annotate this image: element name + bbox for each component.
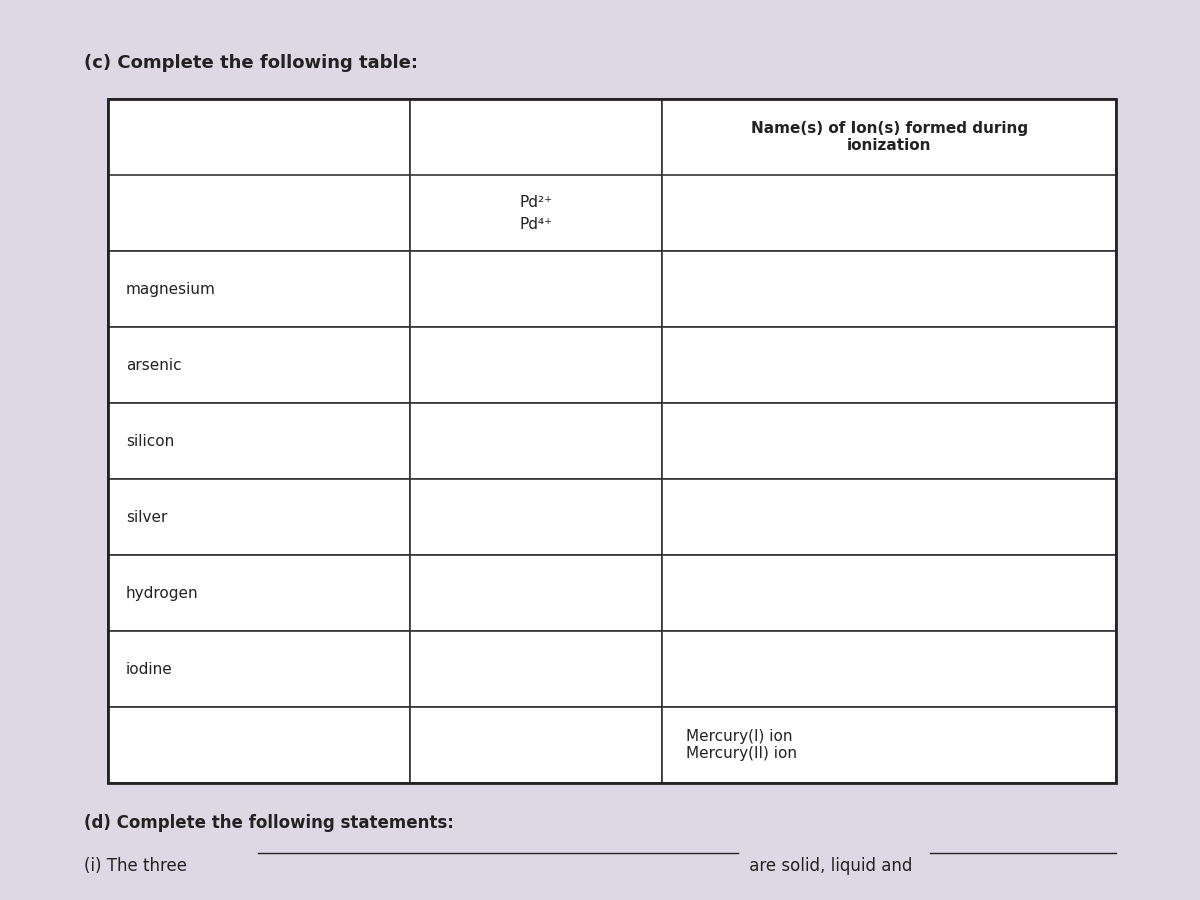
Bar (410, 176, 662, 251)
Bar (108, 555, 410, 631)
Text: arsenic: arsenic (126, 358, 181, 373)
Bar (410, 707, 662, 783)
Bar (662, 555, 1116, 631)
Bar (108, 631, 410, 707)
Bar (108, 251, 410, 328)
Bar (108, 479, 410, 555)
Bar (662, 176, 1116, 251)
Bar (662, 328, 1116, 403)
Bar (410, 251, 662, 328)
Text: (c) Complete the following table:: (c) Complete the following table: (84, 54, 418, 72)
Bar (108, 176, 410, 251)
Bar (662, 403, 1116, 479)
Text: are solid, liquid and: are solid, liquid and (744, 857, 912, 875)
Bar (410, 328, 662, 403)
Text: Pd⁴⁺: Pd⁴⁺ (520, 217, 553, 232)
Bar (108, 707, 410, 783)
Text: (i) The three: (i) The three (84, 857, 187, 875)
Text: Pd²⁺: Pd²⁺ (520, 195, 553, 211)
Text: hydrogen: hydrogen (126, 586, 199, 600)
Bar (410, 403, 662, 479)
Bar (410, 99, 662, 176)
Bar (108, 403, 410, 479)
Bar (662, 479, 1116, 555)
Text: Name(s) of Ion(s) formed during
ionization: Name(s) of Ion(s) formed during ionizati… (751, 121, 1027, 154)
Text: silicon: silicon (126, 434, 174, 449)
Bar (108, 328, 410, 403)
Bar (410, 479, 662, 555)
Bar (410, 631, 662, 707)
Text: magnesium: magnesium (126, 282, 216, 297)
Bar (662, 631, 1116, 707)
Text: iodine: iodine (126, 662, 173, 677)
Text: silver: silver (126, 509, 167, 525)
Bar (662, 707, 1116, 783)
Bar (662, 251, 1116, 328)
Bar (662, 99, 1116, 176)
Text: Mercury(I) ion
Mercury(II) ion: Mercury(I) ion Mercury(II) ion (686, 729, 798, 761)
Bar (410, 555, 662, 631)
Bar (108, 99, 410, 176)
Text: (d) Complete the following statements:: (d) Complete the following statements: (84, 814, 454, 832)
